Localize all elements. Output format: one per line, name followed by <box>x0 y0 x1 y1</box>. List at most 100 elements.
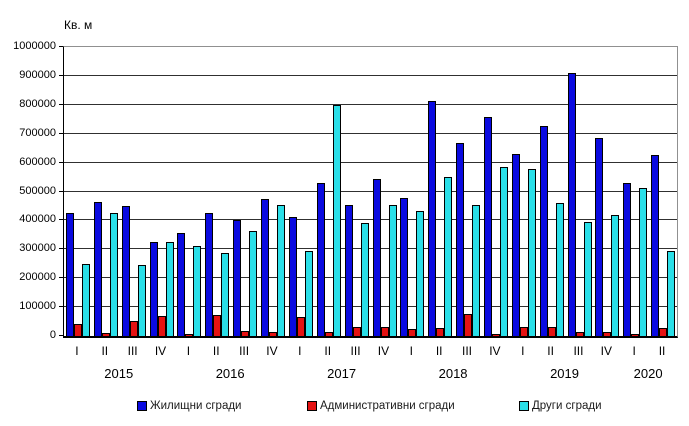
bar-administrative-buildings <box>352 327 361 336</box>
bar-residential-buildings <box>177 233 186 336</box>
x-axis-quarter-label: I <box>521 344 525 358</box>
bar-residential-buildings <box>456 143 465 336</box>
bar-residential-buildings <box>483 117 492 336</box>
bar-residential-buildings <box>205 213 214 336</box>
bar-residential-buildings <box>149 242 158 336</box>
y-axis-tick <box>59 161 63 167</box>
y-axis-tick-label: 800000 <box>19 97 56 110</box>
y-axis-tick <box>59 46 63 51</box>
bar-residential-buildings <box>66 213 74 336</box>
bar-other-buildings <box>388 205 397 336</box>
bar-administrative-buildings <box>519 327 528 336</box>
bar-residential-buildings <box>288 217 297 336</box>
x-axis-year-label: 2015 <box>104 366 134 381</box>
x-axis-year-label: 2018 <box>438 366 468 381</box>
gridline <box>64 74 677 76</box>
y-axis-tick-label: 0 <box>49 329 56 341</box>
bar-residential-buildings <box>595 138 604 336</box>
y-axis-tick-label: 1000000 <box>13 40 56 52</box>
legend-label-residential-buildings: Жилищни сгради <box>150 400 242 412</box>
x-axis-quarter-label: II <box>324 344 332 358</box>
x-axis-quarter-label: III <box>127 344 138 358</box>
gridline <box>64 190 677 192</box>
gridline <box>64 277 677 279</box>
y-axis-tick <box>59 103 63 109</box>
bar-administrative-buildings <box>436 328 445 336</box>
bar-administrative-buildings <box>491 334 500 336</box>
bar-residential-buildings <box>344 205 353 336</box>
bar-other-buildings <box>277 205 286 336</box>
bar-other-buildings <box>639 188 648 336</box>
bar-other-buildings <box>472 205 481 336</box>
bar-other-buildings <box>221 253 230 336</box>
bar-other-buildings <box>249 231 258 336</box>
legend-swatch-other-buildings <box>519 401 529 411</box>
y-axis-unit-label: Кв. м <box>64 18 93 32</box>
y-axis-tick-label: 400000 <box>19 213 56 226</box>
legend-label-other-buildings: Други сгради <box>532 400 602 412</box>
bar-administrative-buildings <box>185 334 194 336</box>
bar-residential-buildings <box>428 101 437 336</box>
x-axis-year-label: 2020 <box>633 366 663 381</box>
bar-administrative-buildings <box>269 332 278 336</box>
x-axis-quarter-label: III <box>573 344 584 358</box>
x-axis-quarter-label: I <box>75 344 79 358</box>
bar-administrative-buildings <box>631 334 640 336</box>
gridline <box>64 132 677 134</box>
bar-residential-buildings <box>511 154 520 336</box>
y-axis-tick-label: 200000 <box>19 271 56 284</box>
bar-administrative-buildings <box>101 333 110 336</box>
y-axis-tick <box>59 132 63 138</box>
bar-residential-buildings <box>372 179 381 336</box>
x-axis-quarter-label: II <box>658 344 666 358</box>
y-axis-tick <box>59 248 63 253</box>
x-axis-quarter-label: IV <box>266 344 278 358</box>
plot-area <box>63 46 678 338</box>
x-axis-quarter-label: II <box>547 344 554 358</box>
bar-residential-buildings <box>121 206 130 336</box>
x-axis-quarter-label: I <box>409 344 413 358</box>
x-axis-year-label: 2016 <box>215 366 245 381</box>
bar-administrative-buildings <box>464 314 473 336</box>
bar-administrative-buildings <box>603 332 612 336</box>
y-axis-tick-label: 300000 <box>19 242 56 255</box>
bar-other-buildings <box>611 215 620 336</box>
bar-other-buildings <box>499 167 508 336</box>
bar-residential-buildings <box>233 220 242 336</box>
bar-administrative-buildings <box>408 329 417 336</box>
bar-other-buildings <box>360 223 369 336</box>
legend-item-other-buildings: Други сгради <box>519 399 602 413</box>
gridline <box>64 161 677 163</box>
bar-administrative-buildings <box>129 321 138 336</box>
x-axis-quarter-label: II <box>101 344 109 358</box>
bar-residential-buildings <box>567 73 576 336</box>
x-axis-quarter-label: III <box>350 344 361 358</box>
legend-item-residential-buildings: Жилищни сгради <box>137 399 241 413</box>
y-axis-tick-label: 600000 <box>19 155 56 168</box>
x-axis-quarter-label: II <box>212 344 220 358</box>
y-axis-tick <box>59 306 63 311</box>
bar-administrative-buildings <box>575 332 584 336</box>
bar-other-buildings <box>137 265 146 336</box>
y-axis-tick <box>59 219 63 224</box>
bar-other-buildings <box>332 105 341 336</box>
bar-other-buildings <box>583 222 592 336</box>
y-axis-tick <box>59 74 63 80</box>
bar-administrative-buildings <box>74 324 82 336</box>
bar-administrative-buildings <box>547 327 556 336</box>
bar-residential-buildings <box>261 199 270 336</box>
bar-administrative-buildings <box>380 327 389 336</box>
bar-other-buildings <box>109 213 118 336</box>
y-axis-tick-label: 700000 <box>19 126 56 139</box>
bar-administrative-buildings <box>296 317 305 336</box>
bar-other-buildings <box>416 211 425 336</box>
x-axis-quarter-label: I <box>298 344 302 358</box>
x-axis-quarter-label: I <box>632 344 636 358</box>
legend-item-administrative-buildings: Административни сгради <box>307 399 455 413</box>
x-axis-quarter-label: II <box>435 344 443 358</box>
y-axis-tick <box>59 277 63 282</box>
x-axis-quarter-label: I <box>186 344 191 358</box>
bar-other-buildings <box>82 264 90 336</box>
bar-residential-buildings <box>651 155 660 336</box>
gridline <box>64 103 677 105</box>
